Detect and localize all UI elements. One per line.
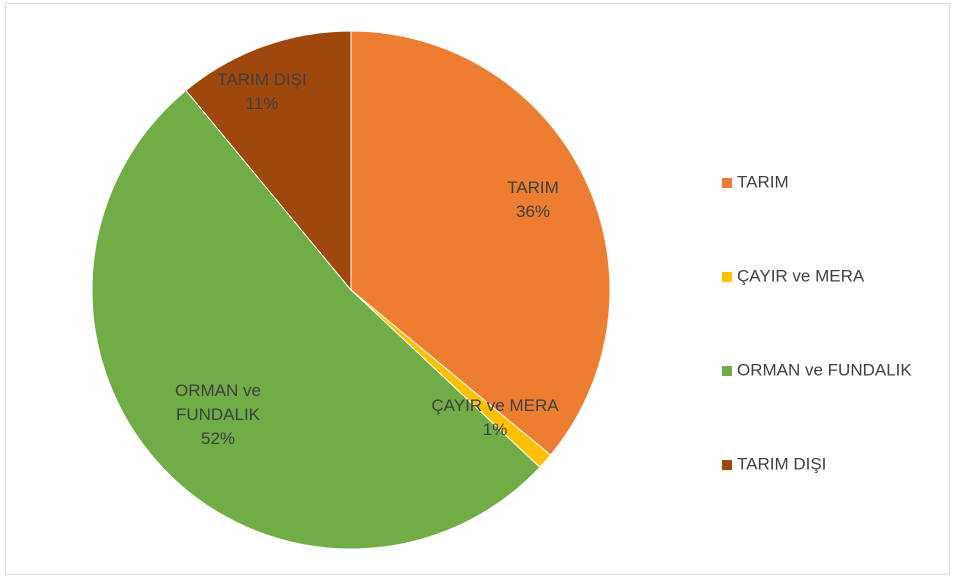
legend-swatch [722, 366, 732, 376]
data-label-value: 1% [482, 420, 508, 439]
legend-label: TARIM DIŞI [737, 454, 826, 473]
legend-swatch [722, 460, 732, 470]
legend-label: ÇAYIR ve MERA [737, 266, 865, 285]
pie-slice [350, 30, 611, 456]
data-label-name: TARIM [507, 178, 559, 197]
legend-label: TARIM [737, 172, 789, 191]
pie-slice [185, 30, 352, 292]
data-label-value: 36% [515, 202, 551, 221]
data-label: TARIM 36% [433, 176, 633, 224]
data-label-name: ORMAN ve FUNDALIK [175, 381, 261, 424]
legend-swatch [722, 178, 732, 188]
legend-label: ORMAN ve FUNDALIK [737, 360, 912, 379]
data-label-name: TARIM DIŞI [217, 70, 307, 89]
data-label: TARIM DIŞI 11% [162, 68, 362, 116]
data-label: ORMAN ve FUNDALIK 52% [153, 379, 283, 451]
data-label-value: 52% [200, 429, 236, 448]
data-label: ÇAYIR ve MERA 1% [395, 394, 595, 442]
pie-slice [91, 89, 541, 550]
legend-swatch [722, 272, 732, 282]
data-label-name: ÇAYIR ve MERA [431, 396, 559, 415]
data-label-value: 11% [245, 94, 279, 113]
